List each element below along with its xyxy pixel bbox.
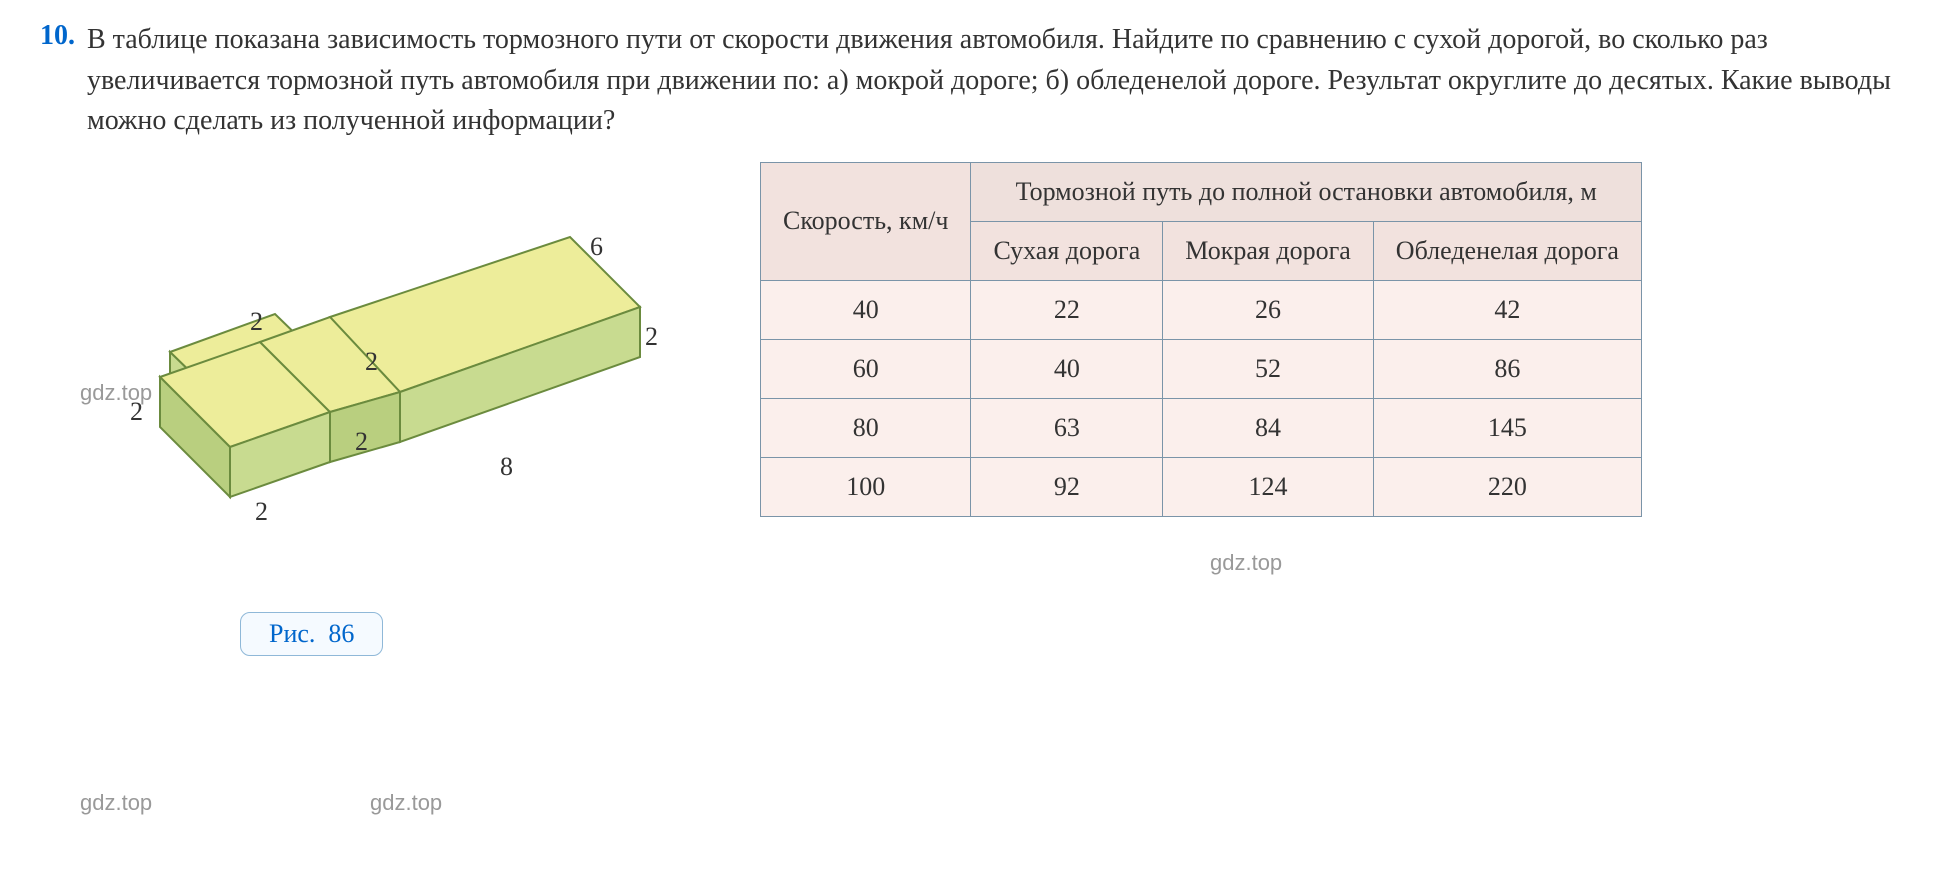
- problem-number: 10.: [40, 20, 75, 52]
- watermark-text: gdz.top: [370, 790, 442, 816]
- table-row: 100 92 124 220: [761, 457, 1642, 516]
- cell-wet: 26: [1163, 280, 1374, 339]
- dim-label: 2: [130, 397, 143, 427]
- dim-label: 2: [255, 497, 268, 527]
- dim-label: 2: [645, 322, 658, 352]
- col-speed-header: Скорость, км/ч: [761, 162, 971, 280]
- prism-svg: [100, 222, 660, 602]
- cell-ice: 220: [1373, 457, 1641, 516]
- cell-dry: 92: [971, 457, 1163, 516]
- cell-dry: 40: [971, 339, 1163, 398]
- problem-block: 10. В таблице показана зависимость тормо…: [40, 20, 1910, 142]
- lower-section: 6 2 2 2 2 2 2 8 Рис. 86 Скорость, км/ч Т…: [40, 162, 1910, 656]
- problem-text: В таблице показана зависимость тормозног…: [87, 20, 1910, 142]
- cell-dry: 22: [971, 280, 1163, 339]
- figure-caption: Рис. 86: [240, 612, 383, 656]
- col-group-header: Тормозной путь до полной остановки автом…: [971, 162, 1642, 221]
- cell-wet: 124: [1163, 457, 1374, 516]
- cell-dry: 63: [971, 398, 1163, 457]
- table-row: 40 22 26 42: [761, 280, 1642, 339]
- cell-wet: 52: [1163, 339, 1374, 398]
- braking-table: Скорость, км/ч Тормозной путь до полной …: [760, 162, 1642, 517]
- col-dry-header: Сухая дорога: [971, 221, 1163, 280]
- table-row: 80 63 84 145: [761, 398, 1642, 457]
- cell-speed: 100: [761, 457, 971, 516]
- dim-label: 2: [355, 427, 368, 457]
- cell-ice: 42: [1373, 280, 1641, 339]
- col-wet-header: Мокрая дорога: [1163, 221, 1374, 280]
- table-row: 60 40 52 86: [761, 339, 1642, 398]
- prism-clean: [160, 237, 640, 497]
- dim-label: 8: [500, 452, 513, 482]
- cell-speed: 60: [761, 339, 971, 398]
- dim-label: 2: [365, 347, 378, 377]
- cell-wet: 84: [1163, 398, 1374, 457]
- figure-wrap: 6 2 2 2 2 2 2 8 Рис. 86: [40, 162, 760, 656]
- dim-label: 2: [250, 307, 263, 337]
- cell-ice: 86: [1373, 339, 1641, 398]
- col-ice-header: Обледенелая дорога: [1373, 221, 1641, 280]
- watermark-text: gdz.top: [80, 790, 152, 816]
- caption-number: 86: [328, 619, 354, 648]
- cell-speed: 40: [761, 280, 971, 339]
- dim-label: 6: [590, 232, 603, 262]
- cell-ice: 145: [1373, 398, 1641, 457]
- prism-figure: 6 2 2 2 2 2 2 8: [100, 222, 660, 602]
- cell-speed: 80: [761, 398, 971, 457]
- caption-prefix: Рис.: [269, 619, 315, 648]
